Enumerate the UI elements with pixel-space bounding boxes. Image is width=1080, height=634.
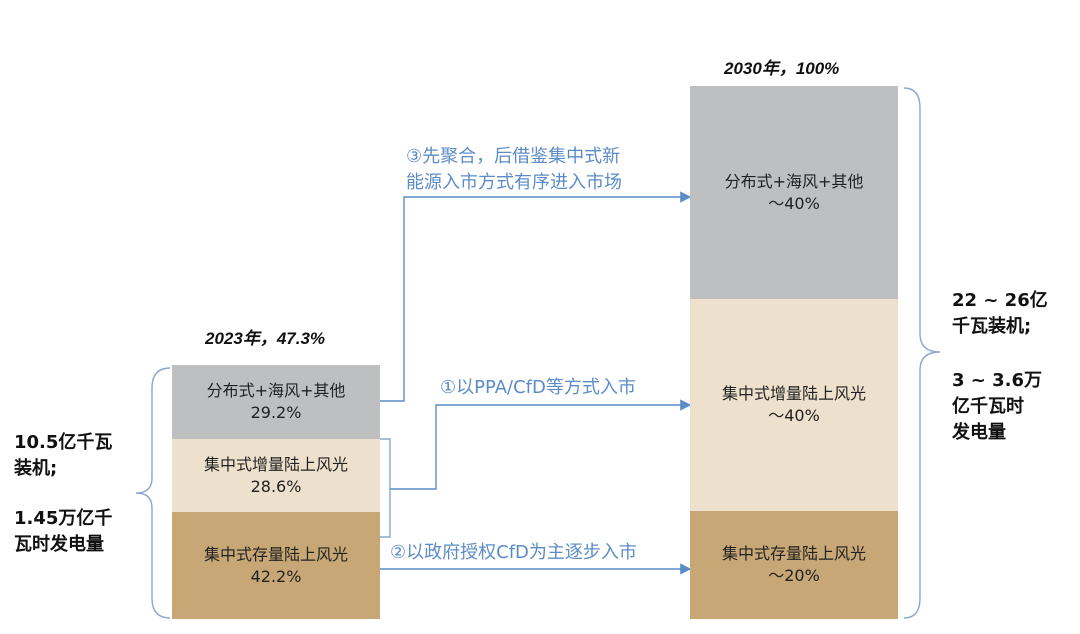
left-bar-title: 2023年，47.3%: [205, 329, 326, 348]
path3-label-line1: ③先聚合，后借鉴集中式新: [406, 146, 621, 167]
segment-share: 28.6%: [250, 476, 302, 496]
right-segment-distributed: 分布式+海风+其他 ～40%: [690, 86, 898, 299]
left-side-summary: 10.5亿千瓦 装机; 1.45万亿千 瓦时发电量: [14, 430, 139, 558]
right-segment-incremental: 集中式增量陆上风光 ～40%: [690, 299, 898, 511]
right-brace: [903, 87, 941, 619]
right-side-line2: 千瓦装机;: [952, 316, 1032, 337]
left-segment-existing: 集中式存量陆上风光 42.2%: [172, 512, 380, 619]
segment-label: 分布式+海风+其他: [206, 381, 346, 400]
left-side-line1: 10.5亿千瓦: [14, 432, 113, 453]
segment-label: 集中式增量陆上风光: [721, 384, 866, 403]
left-side-line4: 瓦时发电量: [14, 534, 104, 555]
segment-label: 集中式存量陆上风光: [721, 544, 866, 563]
left-brace: [135, 367, 171, 619]
right-side-summary: 22 ~ 26亿 千瓦装机; 3 ~ 3.6万 亿千瓦时 发电量: [952, 288, 1072, 446]
right-side-line4: 亿千瓦时: [952, 396, 1024, 417]
segment-label: 分布式+海风+其他: [724, 171, 864, 191]
right-side-line1: 22 ~ 26亿: [952, 290, 1048, 311]
path3-label-line2: 能源入市方式有序进入市场: [406, 172, 622, 193]
right-side-line5: 发电量: [952, 422, 1006, 443]
right-side-line3: 3 ~ 3.6万: [952, 370, 1043, 391]
path1-label: ①以PPA/CfD等方式入市: [440, 377, 636, 398]
segment-label: 集中式存量陆上风光: [203, 544, 348, 564]
left-side-line3: 1.45万亿千: [14, 508, 113, 529]
path3-arrow: [380, 191, 692, 402]
segment-share: ～20%: [768, 566, 820, 585]
right-segment-existing: 集中式存量陆上风光 ～20%: [690, 511, 898, 619]
path3-label: ③先聚合，后借鉴集中式新 能源入市方式有序进入市场: [406, 144, 622, 196]
left-segment-incremental: 集中式增量陆上风光 28.6%: [172, 439, 380, 512]
segment-share: ～40%: [768, 193, 820, 213]
left-side-line2: 装机;: [14, 458, 58, 479]
path2-label: ②以政府授权CfD为主逐步入市: [390, 542, 637, 563]
right-bar-title: 2030年，100%: [724, 59, 840, 78]
segment-label: 集中式增量陆上风光: [203, 454, 348, 474]
middle-bracket: [380, 438, 391, 538]
path1-arrow: [390, 399, 692, 490]
segment-share: ～40%: [768, 406, 820, 425]
segment-share: 29.2%: [250, 403, 302, 422]
segment-share: 42.2%: [250, 566, 302, 586]
left-segment-distributed: 分布式+海风+其他 29.2%: [172, 365, 380, 439]
